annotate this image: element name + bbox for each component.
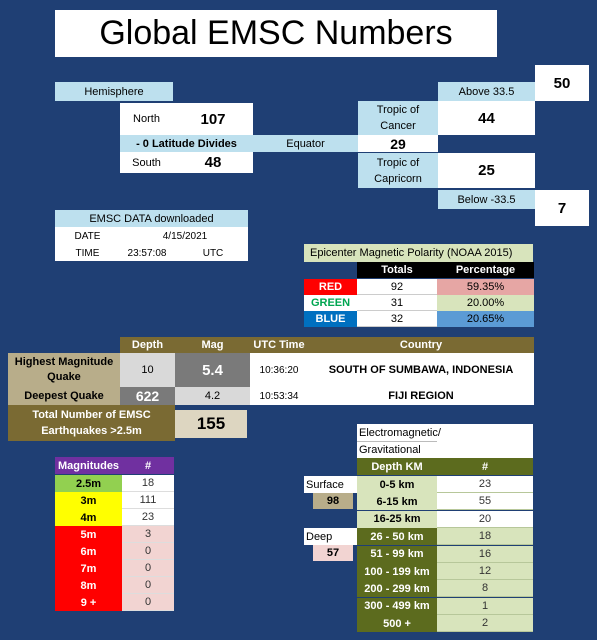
- hemisphere-header: Hemisphere: [55, 82, 173, 101]
- polarity-header: Epicenter Magnetic Polarity (NOAA 2015): [304, 244, 533, 262]
- south-value: 48: [173, 152, 253, 173]
- tropic-capricorn-label: Tropic of Capricorn: [358, 153, 438, 188]
- magnitude-label: 2.5m: [55, 475, 122, 492]
- deepest-quake-label: Deepest Quake: [8, 387, 120, 405]
- deepest-depth: 622: [120, 387, 175, 405]
- magnitude-label: 6m: [55, 543, 122, 560]
- polarity-total: 31: [357, 295, 437, 311]
- polarity-total: 32: [357, 311, 437, 327]
- polarity-col-totals: Totals: [357, 262, 437, 278]
- depth-range-count: 23: [437, 476, 533, 493]
- deepest-mag: 4.2: [175, 387, 250, 405]
- polarity-percentage: 20.65%: [437, 311, 534, 327]
- magnitude-count: 0: [122, 594, 174, 611]
- magnitudes-count-header: #: [122, 457, 174, 474]
- depth-range-count: 20: [437, 510, 533, 528]
- download-body: [55, 227, 248, 261]
- total-quakes-label: Total Number of EMSC Earthquakes >2.5m: [8, 405, 175, 441]
- below-label: Below -33.5: [438, 190, 535, 209]
- deepest-time: 10:53:34: [250, 387, 308, 405]
- depth-range-label: 16-25 km: [357, 510, 437, 528]
- magnitude-count: 111: [122, 492, 174, 509]
- north-label: North: [120, 103, 173, 135]
- depth-range-label: 300 - 499 km: [357, 597, 437, 615]
- download-header: EMSC DATA downloaded: [55, 210, 248, 227]
- magnitude-count: 0: [122, 543, 174, 560]
- depth-range-label: 51 - 99 km: [357, 545, 437, 563]
- time-label: TIME: [75, 247, 100, 259]
- polarity-label-red: RED: [304, 279, 357, 295]
- date-label: DATE: [74, 230, 101, 242]
- equator-value: 29: [358, 135, 438, 152]
- polarity-percentage: 20.00%: [437, 295, 534, 311]
- surface-label: Surface: [304, 476, 357, 493]
- highest-mag: 5.4: [175, 353, 250, 387]
- magnitude-count: 18: [122, 475, 174, 492]
- polarity-col-percentage: Percentage: [437, 262, 534, 278]
- depth-range-count: 1: [437, 597, 533, 615]
- depth-range-label: 26 - 50 km: [357, 528, 437, 546]
- polarity-label-blue: BLUE: [304, 311, 357, 327]
- polarity-header-spacer: [304, 262, 357, 278]
- total-quakes-value: 155: [175, 410, 247, 438]
- surface-value: 98: [313, 493, 353, 509]
- depth-count-header: #: [437, 458, 533, 475]
- polarity-total: 92: [357, 279, 437, 295]
- depth-range-count: 16: [437, 545, 533, 563]
- magnitude-label: 5m: [55, 526, 122, 543]
- magnitude-count: 23: [122, 509, 174, 526]
- magnitude-label: 7m: [55, 560, 122, 577]
- col-country-header: Country: [399, 339, 443, 351]
- above-value: 50: [535, 65, 589, 101]
- col-depth-header: Depth: [131, 339, 164, 351]
- depth-col-header: Depth KM: [357, 458, 437, 475]
- depth-range-count: 2: [437, 615, 533, 633]
- depth-header-line1: Electromagnetic/: [359, 426, 441, 439]
- below-value: 7: [535, 190, 589, 226]
- deepest-country: FIJI REGION: [308, 387, 534, 405]
- date-value: 4/15/2021: [162, 230, 208, 242]
- col-utc-header: UTC Time: [253, 339, 305, 351]
- magnitude-count: 0: [122, 560, 174, 577]
- depth-range-label: 500 +: [357, 615, 437, 633]
- page-title: Global EMSC Numbers: [55, 10, 497, 57]
- highest-time: 10:36:20: [250, 353, 308, 387]
- polarity-label-green: GREEN: [304, 295, 357, 311]
- depth-range-count: 18: [437, 528, 533, 546]
- magnitudes-header: Magnitudes: [55, 457, 122, 474]
- equator-label: Equator: [253, 135, 358, 152]
- tropic-cancer-value: 44: [438, 101, 535, 135]
- timezone-label: UTC: [202, 247, 224, 259]
- depth-header-line2: Gravitational: [357, 441, 437, 458]
- magnitude-label: 8m: [55, 577, 122, 594]
- above-label: Above 33.5: [438, 82, 535, 101]
- magnitude-label: 3m: [55, 492, 122, 509]
- depth-range-count: 8: [437, 580, 533, 598]
- deep-value: 57: [313, 545, 353, 561]
- magnitude-count: 3: [122, 526, 174, 543]
- quake-header-bar: [120, 337, 534, 353]
- depth-range-count: 12: [437, 563, 533, 580]
- tropic-capricorn-value: 25: [438, 153, 535, 188]
- deep-label: Deep: [304, 528, 357, 545]
- highest-depth: 10: [120, 353, 175, 387]
- highest-country: SOUTH OF SUMBAWA, INDONESIA: [308, 353, 534, 387]
- magnitude-label: 4m: [55, 509, 122, 526]
- depth-range-label: 200 - 299 km: [357, 580, 437, 598]
- highest-quake-label: Highest Magnitude Quake: [8, 353, 120, 387]
- magnitude-count: 0: [122, 577, 174, 594]
- time-value: 23:57:08: [127, 247, 167, 259]
- col-mag-header: Mag: [201, 339, 224, 351]
- depth-range-label: 100 - 199 km: [357, 563, 437, 580]
- latitude-divider-label: - 0 Latitude Divides: [120, 135, 253, 152]
- polarity-percentage: 59.35%: [437, 279, 534, 295]
- depth-range-label: 0-5 km: [357, 476, 437, 493]
- depth-range-count: 55: [437, 493, 533, 511]
- depth-range-label: 6-15 km: [357, 493, 437, 511]
- tropic-cancer-label: Tropic of Cancer: [358, 101, 438, 135]
- magnitude-label: 9 +: [55, 594, 122, 611]
- north-value: 107: [173, 103, 253, 135]
- south-label: South: [120, 152, 173, 173]
